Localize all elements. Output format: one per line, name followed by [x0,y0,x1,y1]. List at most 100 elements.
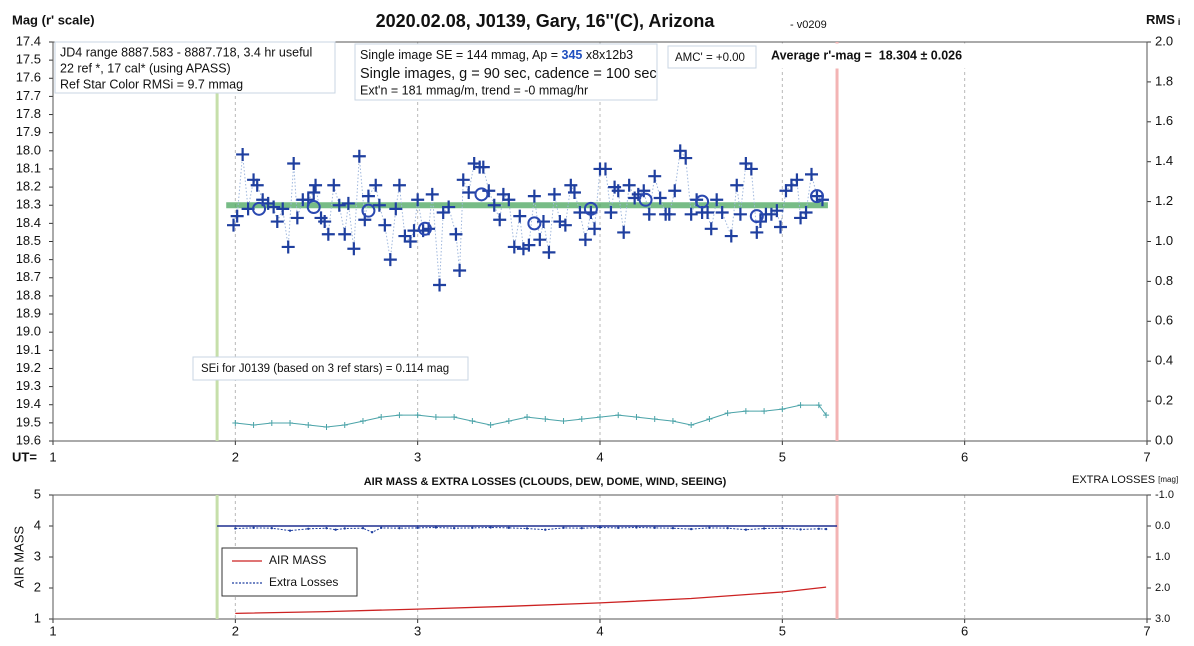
series-point [452,526,456,530]
data-point [790,173,804,187]
series-point [361,526,365,530]
data-point [648,169,662,183]
y2-tick-label: 0.6 [1155,313,1173,328]
rms-point [359,418,366,425]
rms-point [378,414,385,421]
y2-tick-label: 1.2 [1155,193,1173,208]
rms-point [615,412,622,419]
data-point [805,167,819,181]
plots: 1 2 3 4 5 6 717.417.517.617.717.817.918.018.11… [16,33,1174,638]
data-point [527,189,541,203]
y-tick-label: 18.9 [16,305,41,320]
x-tick-label: 6 [961,449,968,464]
y-tick-label: 4 [34,517,41,532]
series-point [471,526,474,530]
x-tick-label: 7 [1143,623,1150,638]
average-point [306,200,321,215]
y-tick-label: 18.7 [16,269,41,284]
series-point [544,528,547,531]
series-line [235,586,827,615]
series-point [562,526,565,530]
rms-point [651,416,658,423]
data-point [378,218,392,232]
data-point [487,198,501,212]
annotation-text: SEi for J0139 (based on 3 ref stars) = 0… [201,363,449,375]
y-tick-label: 19.1 [16,342,41,357]
rms-point [268,420,275,427]
rms-point [232,420,239,427]
data-point [227,218,241,232]
series-point [325,526,328,530]
rms-point [706,416,713,423]
series-point [799,528,802,531]
rms-point [578,416,585,423]
y2-label-text: RMS [1146,12,1175,27]
data-point [236,147,250,161]
rms-point [524,414,531,421]
data-point [507,240,521,254]
data-point [361,189,375,203]
annotation-text: Single image SE = 144 mmag, Ap = 345 x8x… [360,48,633,62]
rms-line [235,404,827,428]
series-point [671,526,675,530]
data-point [750,225,764,239]
average-point [809,189,824,204]
rms-point [505,418,512,425]
average-point [474,187,489,202]
x-tick-label: 2 [232,623,239,638]
series-point [343,527,346,530]
data-point [425,187,439,201]
data-point [287,157,301,171]
series-point [598,526,602,529]
x-tick-label: 7 [1143,449,1150,464]
series-point [288,529,292,532]
data-point [701,205,715,219]
annotation-text: 22 ref *, 17 cal* (using APASS) [60,61,231,75]
y-tick-label: 17.9 [16,124,41,139]
average-point [252,201,267,216]
rms-point [597,414,603,421]
y-tick-label: 19.6 [16,432,41,447]
data-point [588,222,602,236]
annotations: JD4 range 8887.583 - 8887.718, 3.4 hr us… [54,41,991,381]
data-point [564,178,578,192]
annotation-text: AMC' = +0.00 [675,52,745,64]
data-point [522,238,536,252]
data-point [578,233,592,247]
annotation-text: Ext'n = 181 mmag/m, trend = -0 mmag/hr [360,83,588,97]
plot-frame [52,494,1148,620]
data-point [679,151,693,165]
annotation-segment: x8x12b3 [582,48,633,62]
y2-tick-label: 0.0 [1155,432,1173,447]
annotation-text: Average r'-mag = 18.304 ± 0.026 [771,48,962,62]
series-point [380,526,383,530]
data-point [733,207,747,221]
y-axis-label: AIR MASS [11,526,26,588]
data-point [338,227,352,241]
series-point [635,526,638,529]
annotation-segment: Single image SE = 144 mmag, Ap = [360,48,562,62]
data-point [784,178,798,192]
data-point [476,160,490,174]
legend-box [221,547,358,597]
y2-label-text: EXTRA LOSSES [1072,474,1155,486]
rms-point [250,422,257,429]
y2-tick-label: 2.0 [1155,33,1173,48]
rms-point [396,412,403,419]
data-point [558,218,572,232]
data-point [453,264,467,278]
data-point [653,191,667,205]
data-point [433,278,447,292]
data-point [770,204,784,218]
rms-point [542,416,549,423]
rms-point [287,420,294,427]
y-tick-label: 5 [34,486,41,501]
data-point [622,178,636,192]
y-tick-label: 18.3 [16,197,41,212]
average-point [638,192,653,207]
series-point [252,526,255,530]
average-point [417,221,432,236]
y-tick-label: 18.0 [16,142,41,157]
average-point [527,216,542,231]
y-tick-label: 19.3 [16,378,41,393]
